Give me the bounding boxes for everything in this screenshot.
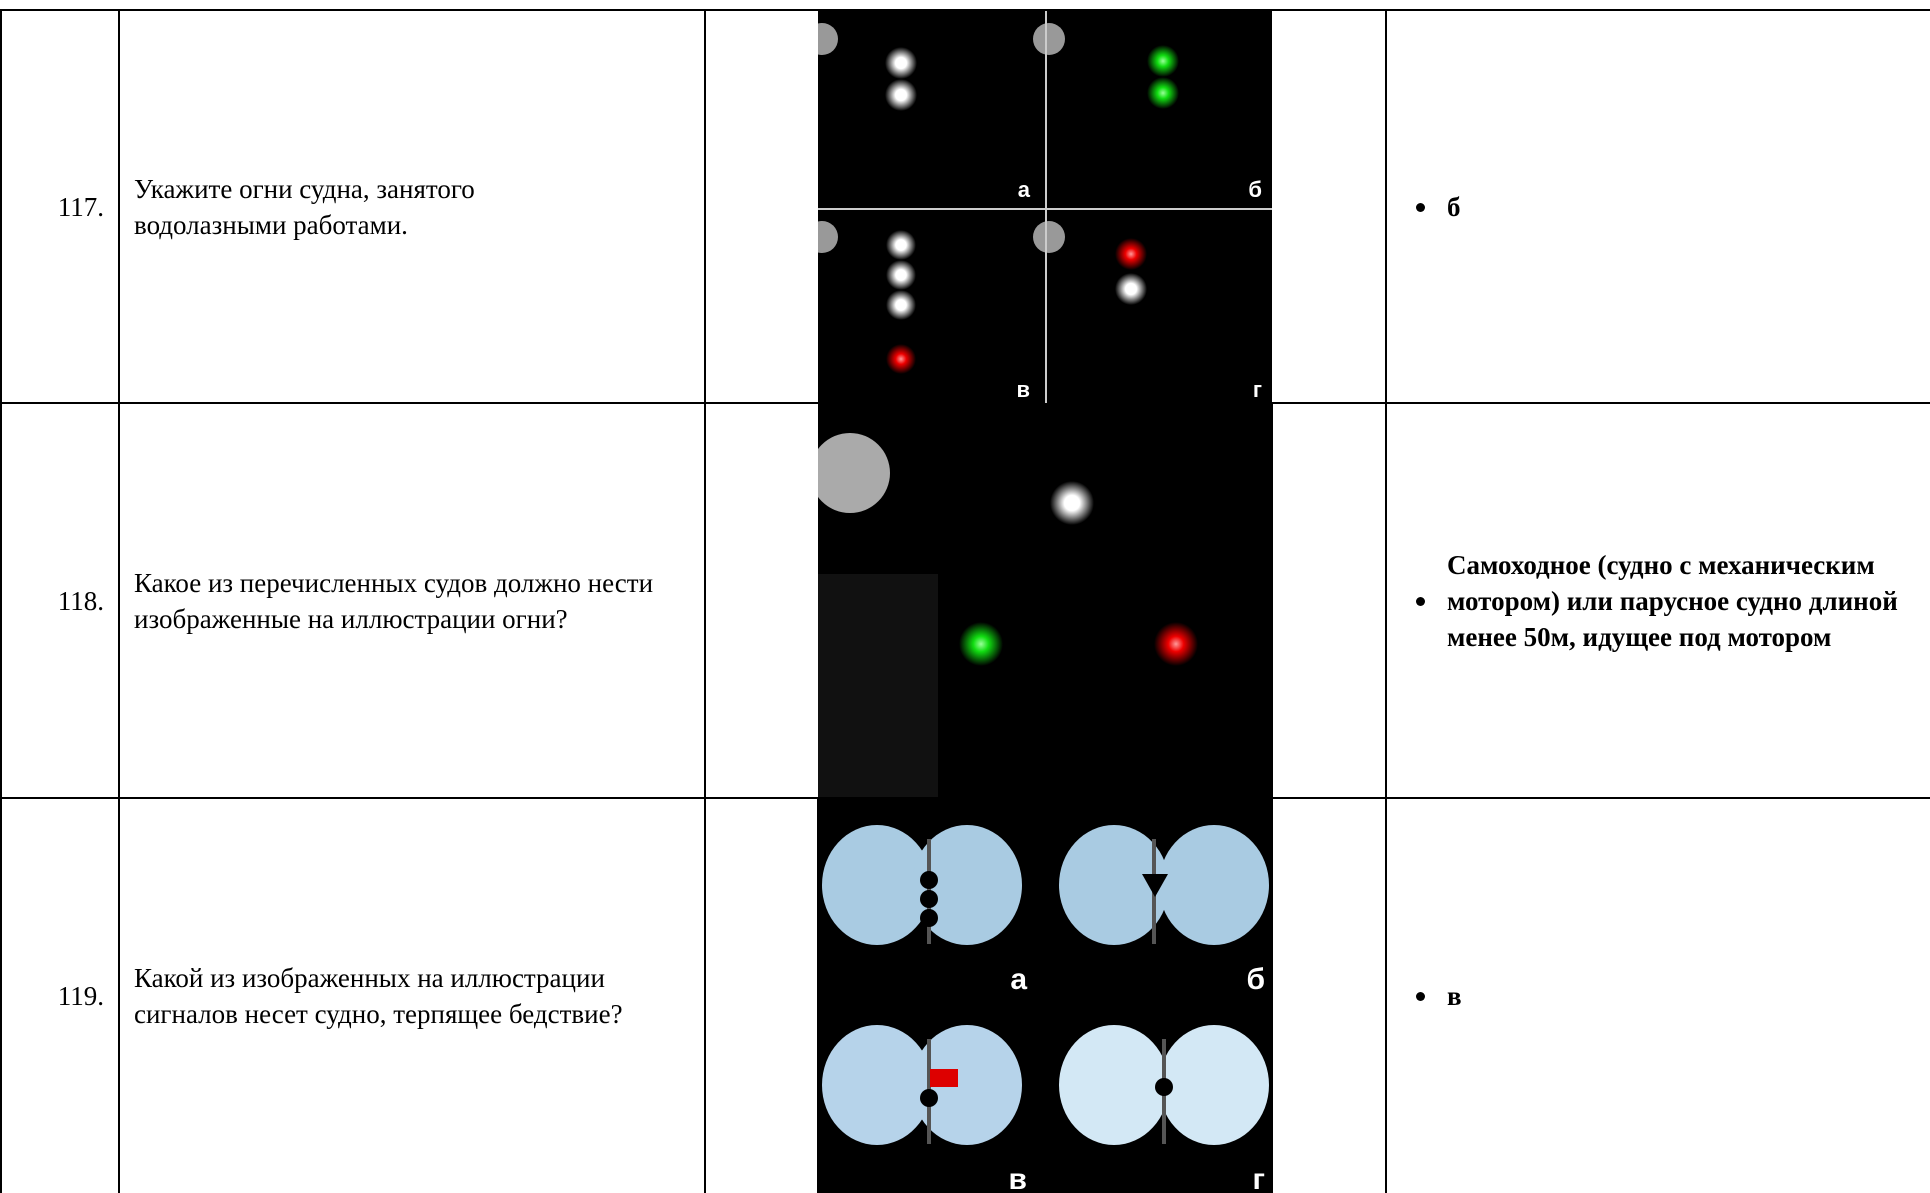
row-number: 117. <box>57 191 104 222</box>
border <box>118 9 120 1193</box>
panel-label: г <box>1253 377 1262 402</box>
border <box>1385 9 1387 1193</box>
border <box>0 9 2 1193</box>
question: Какой из изображенных на иллюстрации сиг… <box>134 963 623 1029</box>
panel-label: б <box>1248 177 1262 202</box>
answer: в <box>1387 799 1930 1193</box>
panel-label: в <box>1016 377 1030 402</box>
panel-label: б <box>1246 963 1265 996</box>
border <box>0 9 1930 11</box>
illustration: а б в г <box>817 799 1273 1193</box>
panel-label: г <box>1253 1163 1266 1193</box>
border <box>0 797 1930 799</box>
row-number: 119. <box>57 981 104 1011</box>
answer: Самоходное (судно с механическим мотором… <box>1387 404 1907 797</box>
border <box>704 9 706 1193</box>
panel-label: а <box>1018 177 1031 202</box>
illustration <box>818 404 1273 797</box>
panel-label: а <box>1010 963 1027 996</box>
answer: б <box>1387 11 1930 402</box>
panel-label: в <box>1009 1163 1027 1193</box>
border <box>0 402 1930 404</box>
row-number: 118. <box>57 585 104 616</box>
question: Какое из перечисленных судов должно нест… <box>134 567 654 634</box>
question: Укажите огни судна, занятого водолазными… <box>134 173 475 240</box>
illustration: а б в г <box>818 11 1272 403</box>
